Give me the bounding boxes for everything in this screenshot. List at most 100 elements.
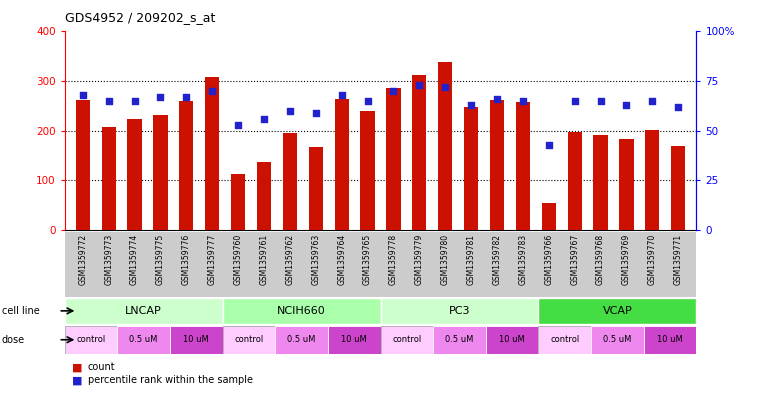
Text: GSM1359760: GSM1359760: [234, 234, 243, 285]
Bar: [490, 100, 504, 230]
Text: GSM1359771: GSM1359771: [673, 234, 683, 285]
Bar: [65, 298, 223, 324]
Bar: [671, 145, 686, 230]
Bar: [127, 119, 142, 230]
Text: GSM1359776: GSM1359776: [182, 234, 191, 285]
Bar: [486, 325, 539, 354]
Text: count: count: [88, 362, 115, 373]
Point: [672, 104, 684, 110]
Text: 0.5 uM: 0.5 uM: [603, 335, 632, 344]
Bar: [591, 325, 644, 354]
Point: [336, 92, 348, 98]
Bar: [645, 130, 660, 230]
Text: PC3: PC3: [449, 306, 470, 316]
Text: percentile rank within the sample: percentile rank within the sample: [88, 375, 253, 386]
Text: GSM1359782: GSM1359782: [492, 234, 501, 285]
Text: 0.5 uM: 0.5 uM: [129, 335, 158, 344]
Bar: [231, 174, 245, 230]
Bar: [223, 325, 275, 354]
Bar: [619, 139, 634, 230]
Point: [413, 82, 425, 88]
Bar: [361, 111, 374, 230]
Point: [491, 96, 503, 102]
Text: control: control: [550, 335, 579, 344]
Bar: [380, 298, 539, 324]
Point: [517, 98, 529, 104]
Text: GSM1359780: GSM1359780: [441, 234, 450, 285]
Text: GSM1359774: GSM1359774: [130, 234, 139, 285]
Text: GSM1359769: GSM1359769: [622, 234, 631, 285]
Text: control: control: [234, 335, 263, 344]
Text: 10 uM: 10 uM: [183, 335, 209, 344]
Point: [258, 116, 270, 122]
Text: GSM1359777: GSM1359777: [208, 234, 217, 285]
Text: GSM1359761: GSM1359761: [260, 234, 269, 285]
Bar: [539, 298, 696, 324]
Text: GSM1359775: GSM1359775: [156, 234, 165, 285]
Point: [129, 98, 141, 104]
Bar: [644, 325, 696, 354]
Point: [594, 98, 607, 104]
Point: [568, 98, 581, 104]
Bar: [223, 298, 380, 324]
Text: control: control: [392, 335, 422, 344]
Bar: [309, 147, 323, 230]
Bar: [594, 135, 607, 230]
Text: GSM1359764: GSM1359764: [337, 234, 346, 285]
Bar: [539, 325, 591, 354]
Bar: [438, 62, 452, 230]
Bar: [170, 325, 223, 354]
Text: LNCAP: LNCAP: [126, 306, 162, 316]
Text: VCAP: VCAP: [603, 306, 632, 316]
Point: [232, 121, 244, 128]
Text: ■: ■: [72, 362, 83, 373]
Text: GSM1359781: GSM1359781: [466, 234, 476, 285]
Text: GSM1359768: GSM1359768: [596, 234, 605, 285]
Point: [284, 108, 296, 114]
Bar: [101, 127, 116, 230]
Point: [180, 94, 193, 100]
Bar: [275, 325, 328, 354]
Bar: [387, 88, 400, 230]
Bar: [433, 325, 486, 354]
Text: GSM1359766: GSM1359766: [544, 234, 553, 285]
Bar: [257, 162, 271, 230]
Point: [465, 102, 477, 108]
Bar: [328, 325, 380, 354]
Text: 10 uM: 10 uM: [499, 335, 525, 344]
Text: GSM1359773: GSM1359773: [104, 234, 113, 285]
Text: GSM1359765: GSM1359765: [363, 234, 372, 285]
Bar: [65, 325, 117, 354]
Point: [387, 88, 400, 94]
Text: GSM1359770: GSM1359770: [648, 234, 657, 285]
Bar: [154, 115, 167, 230]
Text: cell line: cell line: [2, 306, 40, 316]
Text: GSM1359779: GSM1359779: [415, 234, 424, 285]
Text: ■: ■: [72, 375, 83, 386]
Bar: [412, 75, 426, 230]
Point: [620, 102, 632, 108]
Text: GSM1359767: GSM1359767: [570, 234, 579, 285]
Point: [439, 84, 451, 90]
Bar: [205, 77, 219, 230]
Bar: [180, 101, 193, 230]
Point: [154, 94, 167, 100]
Bar: [380, 325, 433, 354]
Text: GSM1359762: GSM1359762: [285, 234, 295, 285]
Point: [103, 98, 115, 104]
Text: GSM1359783: GSM1359783: [518, 234, 527, 285]
Text: control: control: [76, 335, 106, 344]
Point: [543, 141, 555, 148]
Text: GSM1359778: GSM1359778: [389, 234, 398, 285]
Text: GSM1359763: GSM1359763: [311, 234, 320, 285]
Point: [77, 92, 89, 98]
Bar: [117, 325, 170, 354]
Text: 10 uM: 10 uM: [341, 335, 367, 344]
Bar: [516, 103, 530, 230]
Point: [206, 88, 218, 94]
Bar: [568, 132, 581, 230]
Point: [310, 110, 322, 116]
Point: [646, 98, 658, 104]
Bar: [75, 100, 90, 230]
Bar: [464, 107, 478, 230]
